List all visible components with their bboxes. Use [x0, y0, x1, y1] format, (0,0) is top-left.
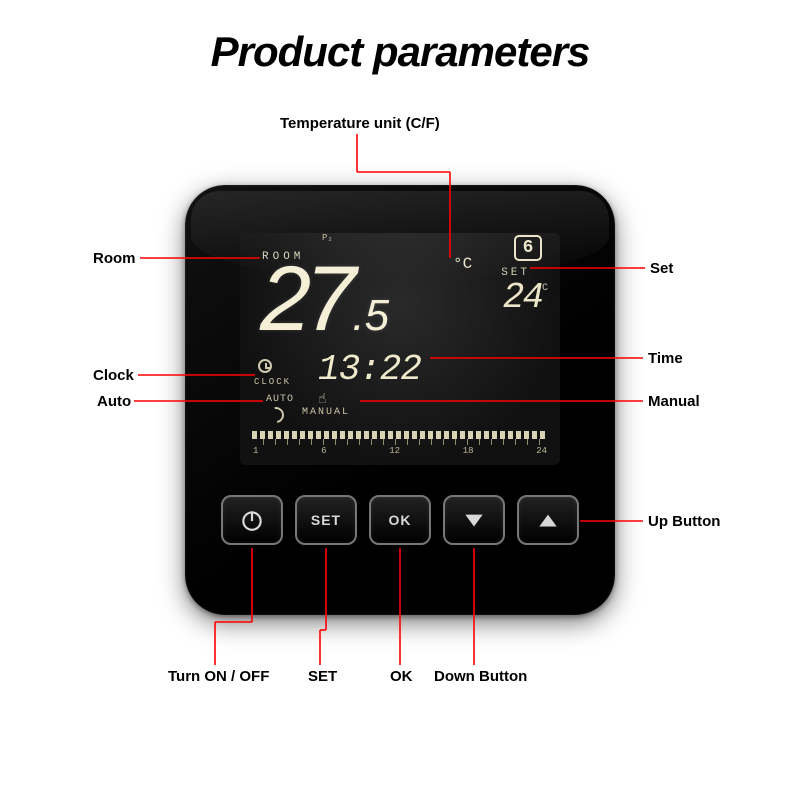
- day-number-box: 6: [514, 235, 542, 261]
- schedule-timeline: 1 6 12 18 24: [252, 431, 548, 459]
- callout-set-btn: SET: [308, 668, 337, 685]
- timeline-tick: 12: [389, 446, 400, 456]
- callout-clock: Clock: [93, 367, 134, 384]
- power-button[interactable]: [221, 495, 283, 545]
- callout-temp-unit: Temperature unit (C/F): [280, 115, 440, 132]
- ok-button[interactable]: OK: [369, 495, 431, 545]
- button-row: SET OK: [221, 495, 579, 545]
- clock-label: CLOCK: [254, 377, 291, 387]
- callout-auto: Auto: [97, 393, 131, 410]
- ok-button-label: OK: [389, 512, 412, 528]
- up-arrow-icon: [535, 507, 561, 533]
- down-button[interactable]: [443, 495, 505, 545]
- callout-manual: Manual: [648, 393, 700, 410]
- timeline-tick: 1: [253, 446, 258, 456]
- clock-icon: [258, 359, 272, 373]
- room-temperature-value: 27 .5: [260, 247, 389, 352]
- manual-label: MANUAL: [302, 407, 350, 418]
- timeline-tick: 24: [536, 446, 547, 456]
- set-temperature-value: 24: [503, 277, 542, 318]
- lcd-screen: P₂ ROOM 6 °C SET °C 27 .5 24 CLOCK 13:22…: [240, 233, 560, 465]
- callout-ok-btn: OK: [390, 668, 413, 685]
- callout-down-btn: Down Button: [434, 668, 527, 685]
- room-temp-integer: 27: [260, 247, 350, 352]
- timeline-tick: 18: [463, 446, 474, 456]
- up-button[interactable]: [517, 495, 579, 545]
- power-icon: [239, 507, 265, 533]
- room-temp-decimal: .5: [350, 291, 389, 341]
- callout-time: Time: [648, 350, 683, 367]
- callout-room: Room: [93, 250, 136, 267]
- program-indicator: P₂: [322, 233, 333, 243]
- hand-icon: ☝: [318, 391, 326, 408]
- down-arrow-icon: [461, 507, 487, 533]
- temperature-unit: °C: [453, 255, 472, 273]
- callout-up-btn: Up Button: [648, 513, 720, 530]
- set-button-label: SET: [311, 512, 341, 528]
- set-button[interactable]: SET: [295, 495, 357, 545]
- cycle-icon: [265, 404, 287, 426]
- callout-set: Set: [650, 260, 673, 277]
- time-value: 13:22: [318, 349, 421, 390]
- callout-turn-on-off: Turn ON / OFF: [168, 668, 269, 685]
- timeline-tick: 6: [321, 446, 326, 456]
- page-title: Product parameters: [0, 28, 800, 76]
- thermostat-device: P₂ ROOM 6 °C SET °C 27 .5 24 CLOCK 13:22…: [185, 185, 615, 615]
- auto-label: AUTO: [266, 394, 294, 405]
